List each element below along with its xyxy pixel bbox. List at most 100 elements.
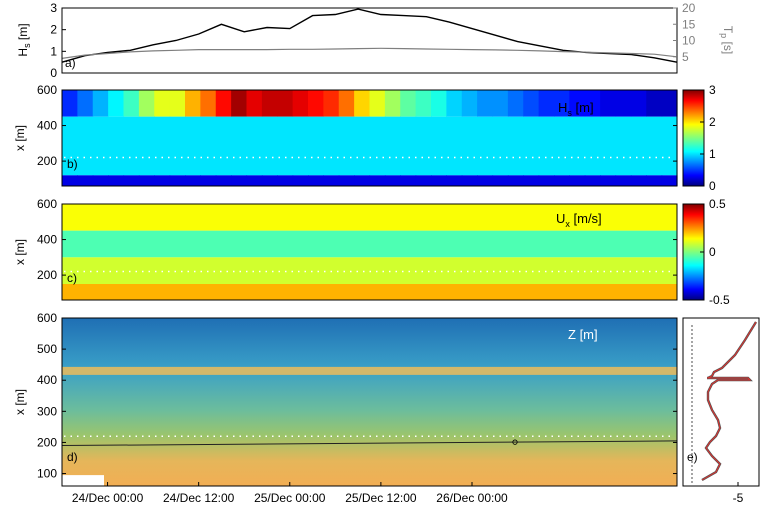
panel-b-label: b) [67,157,78,171]
panel-b-cell [630,90,647,117]
panel-d-ytick-label: 500 [37,342,57,356]
panel-d-field [62,318,677,486]
panel-c-ytick-label: 600 [37,197,57,211]
panel-b-cell [446,175,463,186]
panel-b-cell [431,175,447,186]
panel-b-cell [185,175,201,186]
panel-a-yticks-left: 0 1 2 3 [50,1,66,80]
panel-e-frame [682,317,760,487]
panel-b-cell [200,116,217,176]
panel-b-cell [323,116,340,176]
panel-b-cell [354,175,371,186]
panel-d-xtick-label: 25/Dec 00:00 [254,491,326,505]
panel-e-profile-envelope [701,321,758,482]
panel-a-ytick-right-label: 20 [682,1,696,15]
panel-b-cell [169,90,186,117]
panel-b-cell [200,90,217,117]
panel-c-zone [62,284,677,300]
panel-d-xtick-label: 24/Dec 12:00 [163,491,235,505]
panel-c-zone [62,257,677,284]
panel-d-blank [62,475,104,486]
panel-e-profiles [701,321,758,482]
panel-b-cell [492,90,509,117]
panel-a-yticks-right: 5 10 15 20 [673,1,696,64]
panel-b-cell [630,175,647,186]
panel-b: 200 400 600 b) Hs [m] x [m] 0 1 2 3 [13,83,716,193]
panel-d-xtick-label: 24/Dec 00:00 [72,491,144,505]
panel-b-cell [569,90,586,117]
panel-b-cell [338,90,355,117]
panel-c-title: Ux [m/s] [556,211,602,229]
panel-c-heatmap [62,204,677,300]
panel-b-cell [431,116,447,176]
panel-b-cell [477,175,494,186]
panel-b-cell [615,90,632,117]
panel-d-xtick-label: 25/Dec 12:00 [345,491,417,505]
panel-d-shoreline [61,440,678,447]
panel-b-colorbar-ticks: 0 1 2 3 [700,83,716,193]
panel-b-cell [77,116,94,176]
panel-b-cell [92,90,109,117]
panel-b-cell [523,175,540,186]
panel-b-cell [492,175,509,186]
panel-b-cell [661,175,678,186]
panel-c-yticks: 200 400 600 [37,197,677,282]
panel-b-cell [108,116,125,176]
panel-d-frame [61,317,678,487]
panel-d-xtick-label: 26/Dec 00:00 [436,491,508,505]
panel-b-cell [108,90,125,117]
panel-b-cell [523,116,540,176]
panel-a-frame [61,7,678,74]
panel-b-ytick-label: 600 [37,83,57,97]
panel-b-cell [630,116,647,176]
panel-b-cell [538,116,555,176]
panel-b-cell [246,175,263,186]
panel-b-cell [323,90,340,117]
panel-b-ytick-label: 400 [37,119,57,133]
panel-b-cell [154,90,171,117]
panel-b-cell [231,90,248,117]
panel-b-cell [384,175,401,186]
panel-b-cell [277,116,294,176]
panel-a-ytick-right-label: 15 [682,17,696,31]
panel-b-colorbar [682,89,705,187]
panel-b-cell [323,175,340,186]
panel-b-cell [138,90,155,117]
panel-b-cell [461,175,478,186]
panel-b-cell [477,116,494,176]
panel-b-cell [215,90,232,117]
panel-b-cell [123,116,140,176]
panel-a: 0 1 2 3 5 10 15 20 a) Hs [m] Tp [s] [16,1,735,80]
panel-b-frame [61,89,678,187]
panel-b-cell [169,175,186,186]
panel-b-cell [261,116,278,176]
panel-b-cell [384,116,401,176]
panel-c: 200 400 600 c) Ux [m/s] x [m] 0.5 0 -0.5 [13,197,730,307]
panel-b-cell [308,90,324,117]
panel-e: -5 e) [682,317,760,505]
panel-c-zone [62,230,677,258]
panel-e-label: e) [687,450,698,464]
panel-e-xtick-label: -5 [733,491,744,505]
panel-d-title: Z [m] [568,327,598,342]
panel-b-colorbar-tick-label: 0 [709,179,716,193]
panel-b-cell [446,90,463,117]
panel-d-ytick-label: 300 [37,404,57,418]
panel-b-cell [338,175,355,186]
panel-b-cell [554,90,570,117]
panel-b-cell [138,116,155,176]
panel-c-colorbar-ticks: 0.5 0 -0.5 [700,197,730,307]
panel-a-tp-line [61,47,678,59]
panel-d: 100 200 300 400 500 600 24/Dec 00:00 24/Dec 12… [13,311,678,505]
panel-b-cell [231,175,248,186]
panel-b-cell [507,116,524,176]
panel-a-ytick-right-label: 10 [682,34,696,48]
panel-c-frame [61,203,678,301]
panel-d-ytick-label: 600 [37,311,57,325]
panel-b-cell [292,116,309,176]
panel-b-cell [400,90,417,117]
panel-b-cell [554,175,570,186]
panel-c-colorbar-tick-label: -0.5 [709,293,730,307]
panel-b-cell [615,116,632,176]
